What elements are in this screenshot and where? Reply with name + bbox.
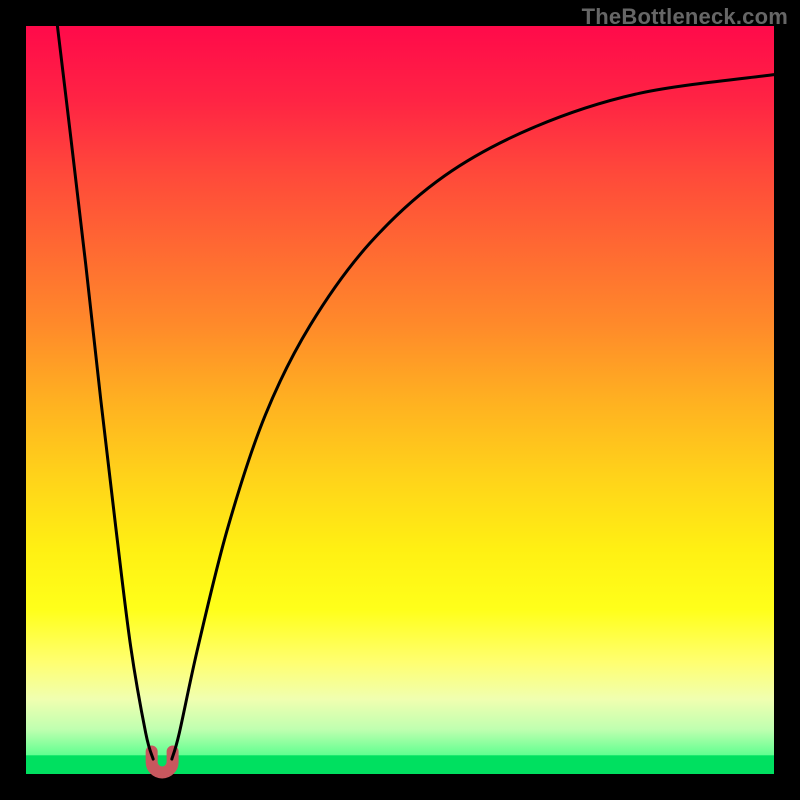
green-band bbox=[26, 755, 774, 774]
bottleneck-chart bbox=[0, 0, 800, 800]
plot-background bbox=[26, 26, 774, 774]
chart-frame: TheBottleneck.com bbox=[0, 0, 800, 800]
watermark-text: TheBottleneck.com bbox=[582, 4, 788, 30]
